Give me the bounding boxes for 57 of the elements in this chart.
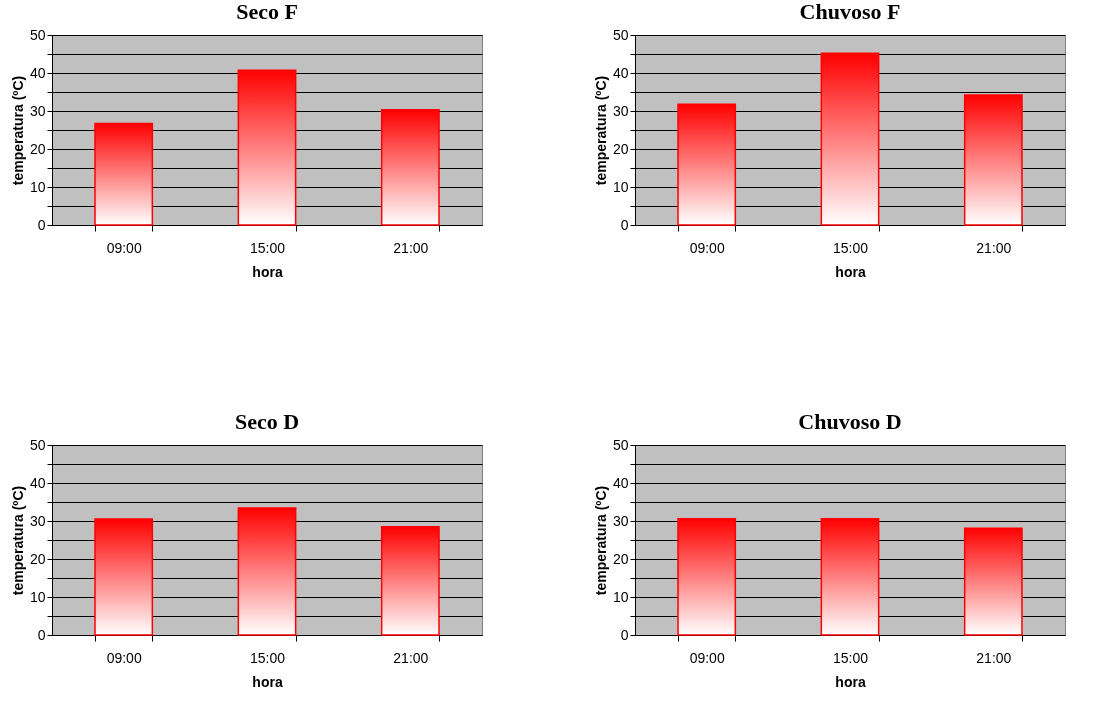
x-tick-label: 15:00 bbox=[832, 649, 869, 666]
chart-title: Seco F bbox=[236, 0, 298, 24]
x-axis-title: hora bbox=[835, 263, 866, 280]
x-axis-title: hora bbox=[252, 673, 283, 690]
bar bbox=[963, 94, 1023, 226]
bar bbox=[237, 69, 297, 226]
y-tick-label: 10 bbox=[29, 178, 46, 195]
y-tick-label: 10 bbox=[29, 588, 46, 605]
y-tick-label: 20 bbox=[612, 140, 629, 157]
chart-title: Seco D bbox=[234, 409, 300, 434]
bar bbox=[380, 525, 440, 636]
bar bbox=[237, 507, 297, 636]
x-axis-title: hora bbox=[252, 263, 283, 280]
bar bbox=[94, 518, 154, 636]
chart-title: Chuvoso D bbox=[798, 409, 902, 434]
y-tick-label: 0 bbox=[620, 216, 629, 233]
y-axis-title: temperatura (ºC) bbox=[592, 75, 609, 186]
y-tick-label: 40 bbox=[612, 64, 629, 81]
y-axis-title: temperatura (ºC) bbox=[9, 485, 26, 596]
y-tick-label: 0 bbox=[37, 626, 46, 643]
y-tick-label: 30 bbox=[612, 512, 629, 529]
y-tick-label: 20 bbox=[29, 140, 46, 157]
y-axis-title: temperatura (ºC) bbox=[592, 485, 609, 596]
y-tick-label: 30 bbox=[612, 102, 629, 119]
y-tick-label: 50 bbox=[29, 26, 46, 43]
chart-title: Chuvoso F bbox=[799, 0, 901, 24]
y-tick-label: 50 bbox=[612, 26, 629, 43]
y-axis-title: temperatura (ºC) bbox=[9, 75, 26, 186]
y-tick-label: 40 bbox=[29, 64, 46, 81]
y-tick-label: 10 bbox=[612, 178, 629, 195]
y-tick-label: 30 bbox=[29, 102, 46, 119]
x-tick-label: 15:00 bbox=[249, 649, 286, 666]
y-tick-label: 40 bbox=[612, 474, 629, 491]
x-tick-label: 09:00 bbox=[689, 649, 725, 666]
bar bbox=[820, 52, 880, 226]
y-tick-label: 0 bbox=[37, 216, 46, 233]
y-tick-label: 10 bbox=[612, 588, 629, 605]
y-tick-label: 50 bbox=[612, 436, 629, 453]
y-tick-label: 30 bbox=[29, 512, 46, 529]
x-tick-label: 09:00 bbox=[689, 239, 725, 256]
x-axis-title: hora bbox=[835, 673, 866, 690]
x-tick-label: 15:00 bbox=[832, 239, 869, 256]
y-tick-label: 40 bbox=[29, 474, 46, 491]
y-tick-label: 20 bbox=[612, 550, 629, 567]
x-tick-label: 21:00 bbox=[976, 649, 1012, 666]
bar bbox=[677, 103, 737, 226]
x-tick-label: 21:00 bbox=[393, 649, 429, 666]
bar bbox=[94, 122, 154, 226]
x-tick-label: 09:00 bbox=[106, 239, 142, 256]
y-tick-label: 50 bbox=[29, 436, 46, 453]
x-tick-label: 21:00 bbox=[393, 239, 429, 256]
y-tick-label: 20 bbox=[29, 550, 46, 567]
x-tick-label: 09:00 bbox=[106, 649, 142, 666]
x-tick-label: 21:00 bbox=[976, 239, 1012, 256]
bar bbox=[380, 109, 440, 226]
x-tick-label: 15:00 bbox=[249, 239, 286, 256]
y-tick-label: 0 bbox=[620, 626, 629, 643]
